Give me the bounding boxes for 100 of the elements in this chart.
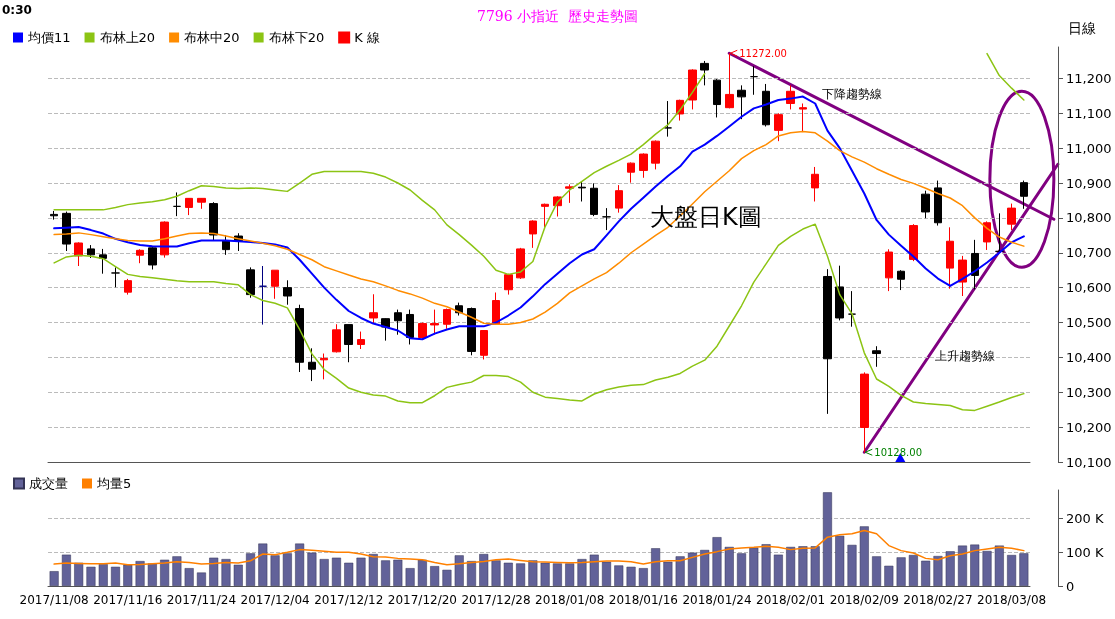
candlestick (921, 190, 930, 219)
bar (626, 566, 636, 586)
bar (454, 555, 464, 586)
candlestick (651, 139, 660, 170)
bar (405, 568, 415, 586)
candlestick (87, 244, 95, 259)
chart-title: 7796 小指近 歷史走勢圖 (477, 8, 638, 24)
annotation: 下降趨勢線 (822, 87, 882, 101)
candlestick (369, 293, 378, 325)
x-tick-label: 2017/12/20 (387, 593, 457, 607)
candlestick (406, 309, 414, 345)
bar (503, 562, 513, 586)
bar (749, 547, 759, 586)
y-tick-label: 10,900 (1066, 175, 1112, 191)
y-tick-label: 10,300 (1066, 384, 1112, 400)
bar (209, 557, 219, 586)
y-tick-label: 11,000 (1066, 140, 1112, 156)
bar (908, 555, 918, 586)
bar (589, 554, 599, 586)
bar (982, 550, 992, 586)
bar (331, 557, 341, 586)
candlestick (946, 226, 954, 290)
bar (86, 566, 96, 586)
candlestick (799, 103, 807, 133)
y-tick-label: 11,100 (1066, 105, 1112, 121)
y-tick-label: 100 K (1066, 544, 1104, 560)
candlestick (99, 248, 107, 275)
bar (381, 560, 391, 586)
bar (270, 555, 280, 586)
bar (872, 556, 882, 586)
bar (602, 561, 612, 586)
bar (540, 562, 550, 586)
bar (123, 564, 133, 586)
x-tick-label: 2017/11/24 (166, 593, 237, 607)
bar (184, 568, 194, 586)
candlestick (173, 191, 181, 217)
bar (761, 544, 771, 586)
candlestick (246, 266, 255, 299)
candlestick (308, 347, 316, 382)
candlestick (124, 278, 132, 296)
bar (884, 565, 894, 586)
bar (74, 562, 84, 586)
candlestick (197, 197, 206, 210)
legend-label: 布林下20 (268, 30, 325, 45)
bar (344, 562, 354, 586)
bar (172, 556, 182, 586)
bar (577, 559, 587, 586)
candlestick (995, 212, 1004, 254)
bar (246, 553, 256, 586)
candlestick (1020, 180, 1028, 210)
candlestick (480, 329, 488, 360)
candlestick (295, 304, 304, 373)
candlestick (185, 197, 193, 216)
candlestick (320, 353, 328, 380)
x-tick-label: 2018/01/24 (682, 593, 752, 607)
candlestick (1007, 203, 1016, 231)
bar (847, 544, 857, 586)
candlestick (381, 317, 390, 342)
y-tick-label: 10,700 (1066, 245, 1112, 261)
bar (221, 559, 231, 586)
candlestick (737, 84, 746, 120)
bar (49, 571, 59, 586)
bar (233, 564, 243, 586)
bar (491, 560, 501, 586)
candlestick (357, 331, 365, 350)
x-tick-label: 2018/02/01 (756, 593, 826, 607)
bar (160, 559, 170, 586)
bar (921, 560, 931, 586)
candlestick (860, 371, 869, 453)
candlestick (934, 180, 942, 227)
candlestick (823, 268, 832, 415)
candlestick (615, 184, 623, 214)
bar (319, 559, 329, 586)
bar (1007, 555, 1017, 586)
bar (196, 572, 206, 586)
candlestick (443, 308, 451, 330)
bar (430, 566, 440, 586)
candlestick (148, 246, 157, 270)
bar (822, 492, 832, 586)
bar (528, 560, 538, 586)
bar (970, 544, 980, 586)
y-axis-title: 日線 (1068, 20, 1096, 36)
y-tick-label: 11,200 (1066, 70, 1112, 86)
bar (417, 559, 427, 586)
candlestick (971, 239, 979, 290)
annotation: 大盤日K圖 (650, 203, 762, 231)
bar (368, 554, 378, 586)
x-tick-label: 2017/11/08 (19, 593, 89, 607)
bar (896, 557, 906, 586)
candlestick (394, 309, 402, 336)
candlestick (835, 265, 844, 321)
candlestick (664, 100, 672, 138)
candlestick (848, 290, 856, 328)
bar (282, 553, 292, 586)
candlestick (639, 152, 648, 179)
bar (724, 546, 734, 586)
bar (356, 557, 366, 586)
bar (442, 569, 452, 586)
bar (859, 526, 869, 586)
bar (945, 551, 955, 586)
